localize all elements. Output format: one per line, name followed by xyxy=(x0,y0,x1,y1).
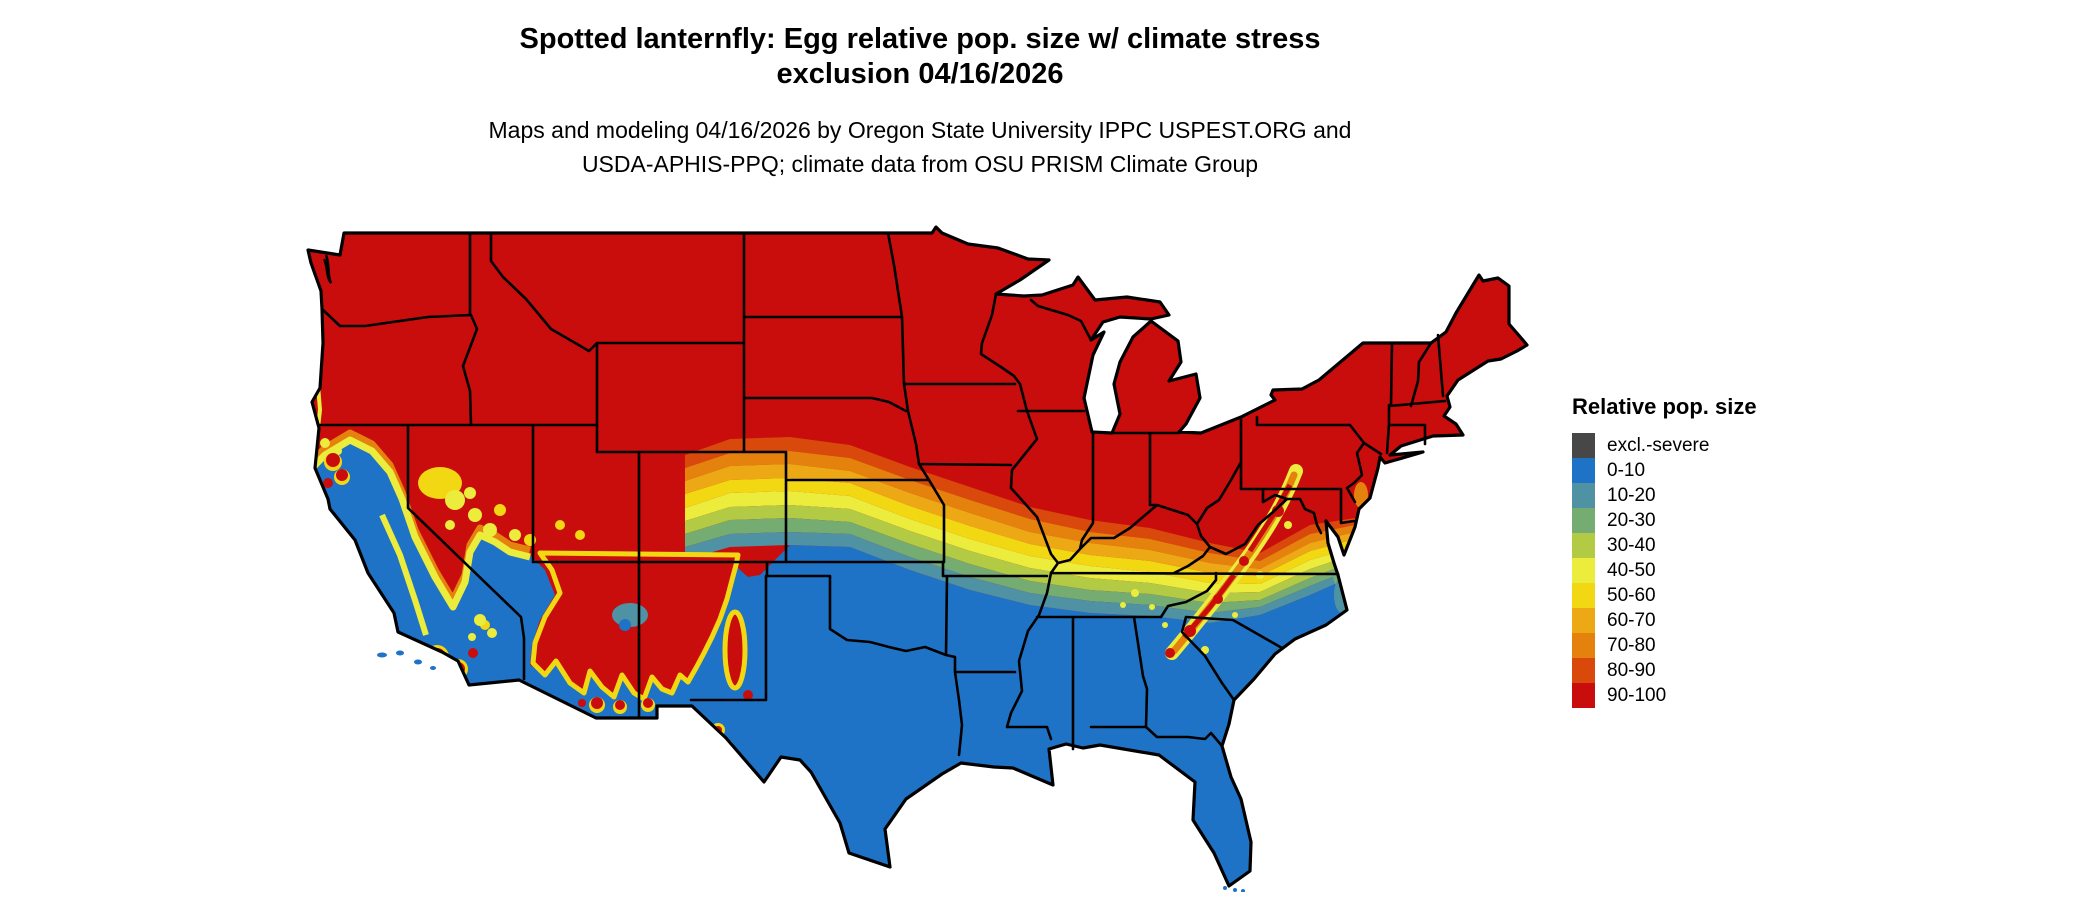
legend-item: 10-20 xyxy=(1572,483,1757,508)
state-borders xyxy=(317,231,1447,757)
legend-item: 0-10 xyxy=(1572,458,1757,483)
legend-swatch xyxy=(1572,458,1595,483)
legend: Relative pop. size excl.-severe 0-10 10-20… xyxy=(1572,394,1757,708)
page-title-line1: Spotted lanternfly: Egg relative pop. si… xyxy=(519,23,1321,55)
legend-item: 70-80 xyxy=(1572,633,1757,658)
legend-item: excl.-severe xyxy=(1572,433,1757,458)
legend-swatch xyxy=(1572,583,1595,608)
us-outline xyxy=(306,225,1529,888)
map-florida-keys xyxy=(1223,886,1245,893)
map-yellow-mottle xyxy=(320,438,521,641)
legend-label: 80-90 xyxy=(1607,659,1656,681)
legend-swatch xyxy=(1572,658,1595,683)
legend-swatch xyxy=(1572,433,1595,458)
legend-swatch xyxy=(1572,633,1595,658)
legend-items: excl.-severe 0-10 10-20 20-30 30-40 40-50 50-6… xyxy=(1572,433,1757,708)
map-band-70-80 xyxy=(685,451,1355,569)
subtitle-line1: Maps and modeling 04/16/2026 by Oregon S… xyxy=(488,117,1352,143)
legend-label: 10-20 xyxy=(1607,484,1656,506)
title-block: Spotted lanternfly: Egg relative pop. si… xyxy=(0,22,1840,181)
us-map-svg xyxy=(306,225,1529,893)
map-west-fringe-yellow xyxy=(308,436,531,611)
legend-label: excl.-severe xyxy=(1607,434,1710,456)
legend-swatch xyxy=(1572,483,1595,508)
legend-item: 80-90 xyxy=(1572,658,1757,683)
legend-swatch xyxy=(1572,508,1595,533)
legend-label: 60-70 xyxy=(1607,609,1656,631)
map-band-40-50 xyxy=(685,491,1355,593)
legend-item: 40-50 xyxy=(1572,558,1757,583)
us-map xyxy=(230,225,1550,893)
map-band-10-20 xyxy=(685,532,1355,623)
legend-item: 20-30 xyxy=(1572,508,1757,533)
legend-label: 0-10 xyxy=(1607,459,1646,481)
legend-swatch xyxy=(1572,683,1595,708)
legend-label: 30-40 xyxy=(1607,534,1656,556)
legend-swatch xyxy=(1572,533,1595,558)
map-channel-islands xyxy=(377,650,436,670)
page-title-line2: exclusion 04/16/2026 xyxy=(776,58,1064,90)
map-band-30-40 xyxy=(685,505,1355,603)
legend-title: Relative pop. size xyxy=(1572,394,1757,419)
legend-label: 40-50 xyxy=(1607,559,1656,581)
map-raster-layers xyxy=(308,227,1527,886)
legend-label: 20-30 xyxy=(1607,509,1656,531)
map-band-20-30 xyxy=(685,518,1355,613)
puget-sound xyxy=(322,254,333,284)
map-band-60-70 xyxy=(685,464,1355,576)
map-band-80-90 xyxy=(685,437,1355,561)
legend-swatch xyxy=(1572,608,1595,633)
legend-swatch xyxy=(1572,558,1595,583)
legend-item: 30-40 xyxy=(1572,533,1757,558)
subtitle-line2: USDA-APHIS-PPQ; climate data from OSU PR… xyxy=(581,151,1259,177)
legend-item: 90-100 xyxy=(1572,683,1757,708)
legend-label: 90-100 xyxy=(1607,684,1667,706)
legend-label: 50-60 xyxy=(1607,584,1656,606)
legend-item: 50-60 xyxy=(1572,583,1757,608)
map-mogollon-blue-patch xyxy=(619,619,631,631)
legend-item: 60-70 xyxy=(1572,608,1757,633)
map-band-50-60 xyxy=(685,478,1355,584)
legend-label: 70-80 xyxy=(1607,634,1656,656)
map-sacramento-mts xyxy=(722,609,748,691)
